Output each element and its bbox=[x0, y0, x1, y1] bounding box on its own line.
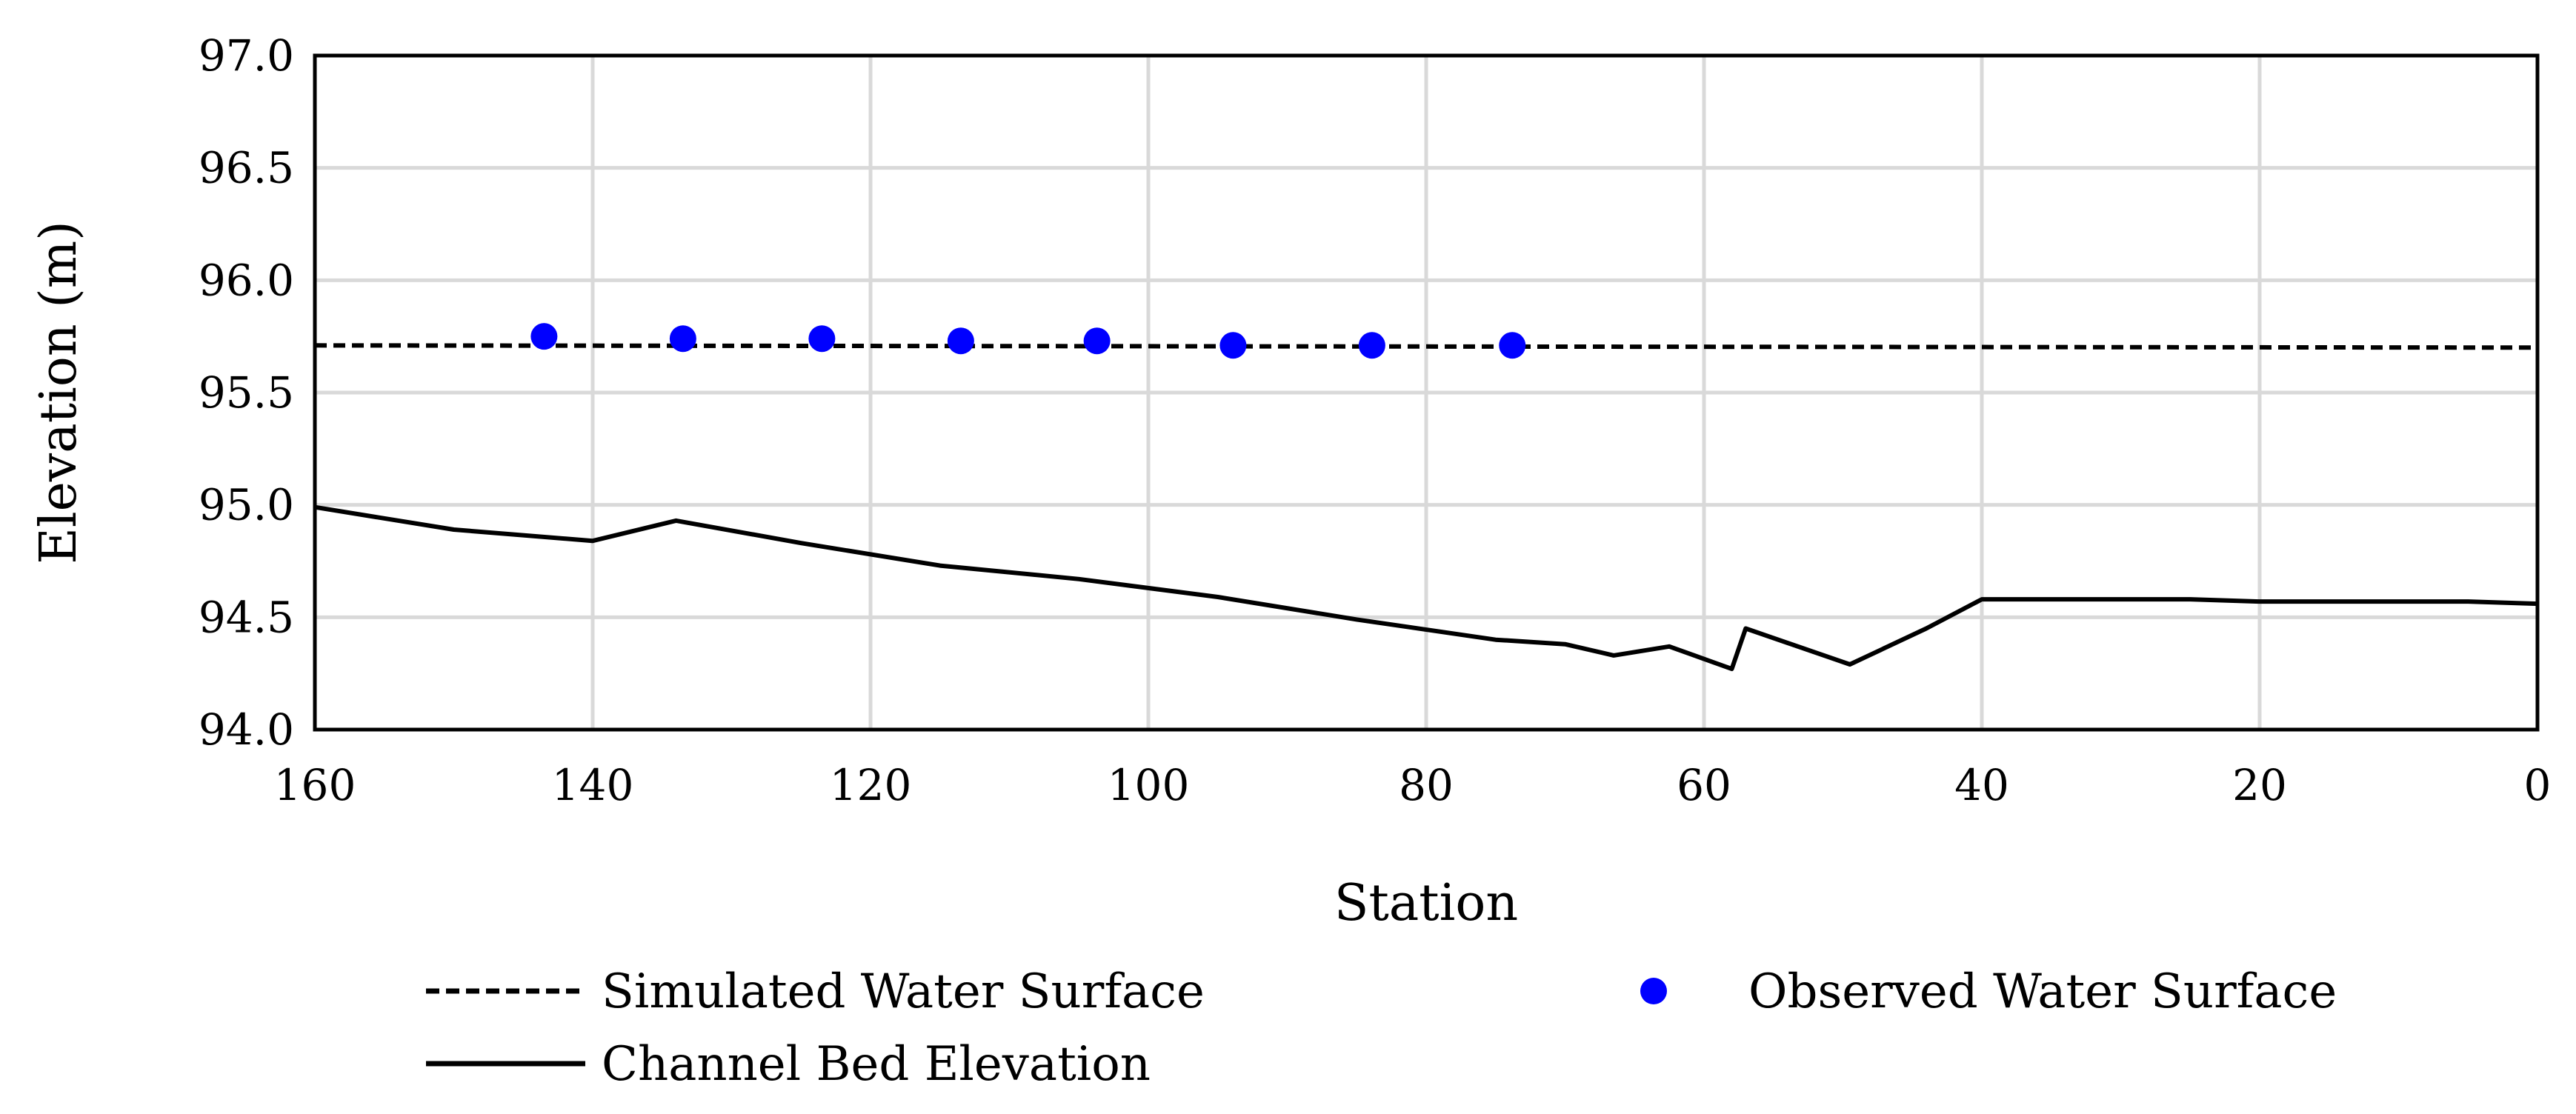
observed-point bbox=[1358, 332, 1385, 359]
x-tick-label: 160 bbox=[274, 760, 356, 810]
y-tick-label: 95.5 bbox=[199, 367, 294, 418]
y-tick-label: 94.0 bbox=[199, 704, 294, 755]
x-tick-label: 80 bbox=[1399, 760, 1454, 810]
y-tick-label: 97.0 bbox=[199, 30, 294, 81]
legend: Simulated Water Surface Observed Water S… bbox=[426, 964, 2337, 1092]
channel-bed-line bbox=[314, 504, 2538, 672]
x-tick-label: 0 bbox=[2524, 760, 2552, 810]
observed-point bbox=[808, 325, 836, 353]
y-tick-label: 96.0 bbox=[199, 255, 294, 305]
y-tick-label: 94.5 bbox=[199, 592, 294, 642]
observed-point bbox=[530, 323, 558, 350]
x-tick-label: 140 bbox=[552, 760, 634, 810]
observed-point bbox=[669, 325, 696, 353]
x-tick-label: 40 bbox=[1954, 760, 2009, 810]
observed-point bbox=[1219, 332, 1247, 359]
observed-point bbox=[1499, 332, 1526, 359]
legend-swatch-observed bbox=[1640, 978, 1667, 1004]
legend-label-bed: Channel Bed Elevation bbox=[602, 1037, 1151, 1092]
observed-point bbox=[947, 327, 974, 355]
y-axis-title: Elevation (m) bbox=[30, 221, 88, 564]
plot-series bbox=[314, 323, 2538, 672]
x-tick-label: 100 bbox=[1108, 760, 1190, 810]
legend-label-simulated: Simulated Water Surface bbox=[602, 964, 1205, 1019]
y-tick-label: 95.0 bbox=[199, 480, 294, 530]
y-tick-label: 96.5 bbox=[199, 143, 294, 193]
x-axis-title: Station bbox=[1334, 874, 1518, 933]
x-tick-label: 20 bbox=[2232, 760, 2287, 810]
observed-point bbox=[1083, 327, 1111, 355]
legend-label-observed: Observed Water Surface bbox=[1748, 964, 2337, 1019]
x-tick-label: 120 bbox=[830, 760, 912, 810]
x-tick-labels: 160 140 120 100 80 60 40 20 0 bbox=[274, 760, 2552, 810]
x-tick-label: 60 bbox=[1677, 760, 1731, 810]
y-tick-labels: 94.0 94.5 95.0 95.5 96.0 96.5 97.0 bbox=[199, 30, 294, 755]
plot-frame bbox=[313, 53, 2540, 732]
